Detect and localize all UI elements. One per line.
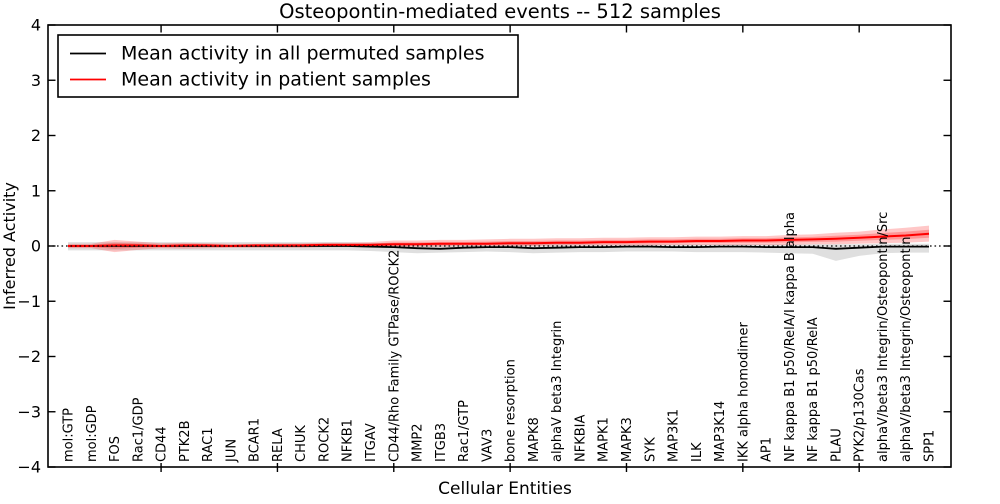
x-tick-label: SPP1 xyxy=(923,430,938,462)
x-tick-label: NFKBIA xyxy=(573,415,588,462)
x-tick-label: MAP3K14 xyxy=(713,401,728,462)
x-tick-label: alphaV/beta3 Integrin/Osteopontin xyxy=(899,237,914,462)
x-tick-label: CHUK xyxy=(294,425,309,462)
x-tick-label: ITGB3 xyxy=(434,423,449,462)
y-tick-label: −3 xyxy=(17,402,41,421)
x-tick-label: CD44 xyxy=(155,426,170,462)
x-tick-label: IKK alpha homodimer xyxy=(736,321,751,462)
x-tick-label: ITGAV xyxy=(364,423,379,462)
x-tick-label: PTK2B xyxy=(178,421,193,463)
x-tick-label: MAPK1 xyxy=(597,417,612,462)
x-tick-label: mol:GTP xyxy=(62,408,77,462)
y-tick-label: 0 xyxy=(31,237,41,256)
x-tick-label: AP1 xyxy=(760,437,775,462)
y-tick-label: 4 xyxy=(31,16,41,35)
y-tick-label: −1 xyxy=(17,292,41,311)
x-tick-label: MAPK3 xyxy=(620,417,635,462)
x-tick-label: PYK2/p130Cas xyxy=(853,368,868,462)
x-tick-label: mol:GDP xyxy=(85,405,100,462)
x-tick-label: MAPK8 xyxy=(527,417,542,462)
y-tick-label: −2 xyxy=(17,347,41,366)
x-tick-label: ILK xyxy=(690,442,705,462)
y-tick-label: 2 xyxy=(31,126,41,145)
x-tick-label: RELA xyxy=(271,428,286,462)
x-tick-label: RAC1 xyxy=(201,427,216,462)
legend-box xyxy=(57,34,519,98)
x-tick-label: VAV3 xyxy=(480,429,495,462)
x-tick-label: FOS xyxy=(108,436,123,462)
x-tick-label: NFKB1 xyxy=(341,419,356,462)
x-tick-label: Rac1/GTP xyxy=(457,400,472,462)
x-tick-label: alphaV beta3 Integrin xyxy=(550,321,565,462)
x-tick-label: NF kappa B1 p50/RelA xyxy=(806,317,821,462)
legend: Mean activity in all permuted samples Me… xyxy=(57,34,519,98)
x-tick-label: BCAR1 xyxy=(248,418,263,462)
y-axis-label: Inferred Activity xyxy=(0,182,19,310)
x-tick-label: SYK xyxy=(643,437,658,462)
x-tick-label: PLAU xyxy=(829,428,844,462)
x-tick-label: CD44/Rho Family GTPase/ROCK2 xyxy=(387,250,402,462)
x-axis-label: Cellular Entities xyxy=(438,479,572,499)
x-tick-label: Rac1/GDP xyxy=(131,397,146,462)
legend-label-patient: Mean activity in patient samples xyxy=(121,69,431,91)
x-tick-label: NF kappa B1 p50/RelA/I kappa B alpha xyxy=(783,212,798,462)
x-tick-label: alphaV/beta3 Integrin/Osteopontin/Src xyxy=(876,212,891,462)
x-tick-label: MAP3K1 xyxy=(667,409,682,462)
y-tick-label: −4 xyxy=(17,458,41,477)
x-tick-label: bone resorption xyxy=(504,359,519,462)
x-tick-label: ROCK2 xyxy=(318,417,333,462)
legend-label-permuted: Mean activity in all permuted samples xyxy=(121,43,484,65)
y-tick-label: 3 xyxy=(31,71,41,90)
y-tick-label: 1 xyxy=(31,181,41,200)
x-tick-label: MMP2 xyxy=(411,423,426,462)
chart-title: Osteopontin-mediated events -- 512 sampl… xyxy=(279,0,721,23)
x-tick-label: JUN xyxy=(224,439,239,463)
